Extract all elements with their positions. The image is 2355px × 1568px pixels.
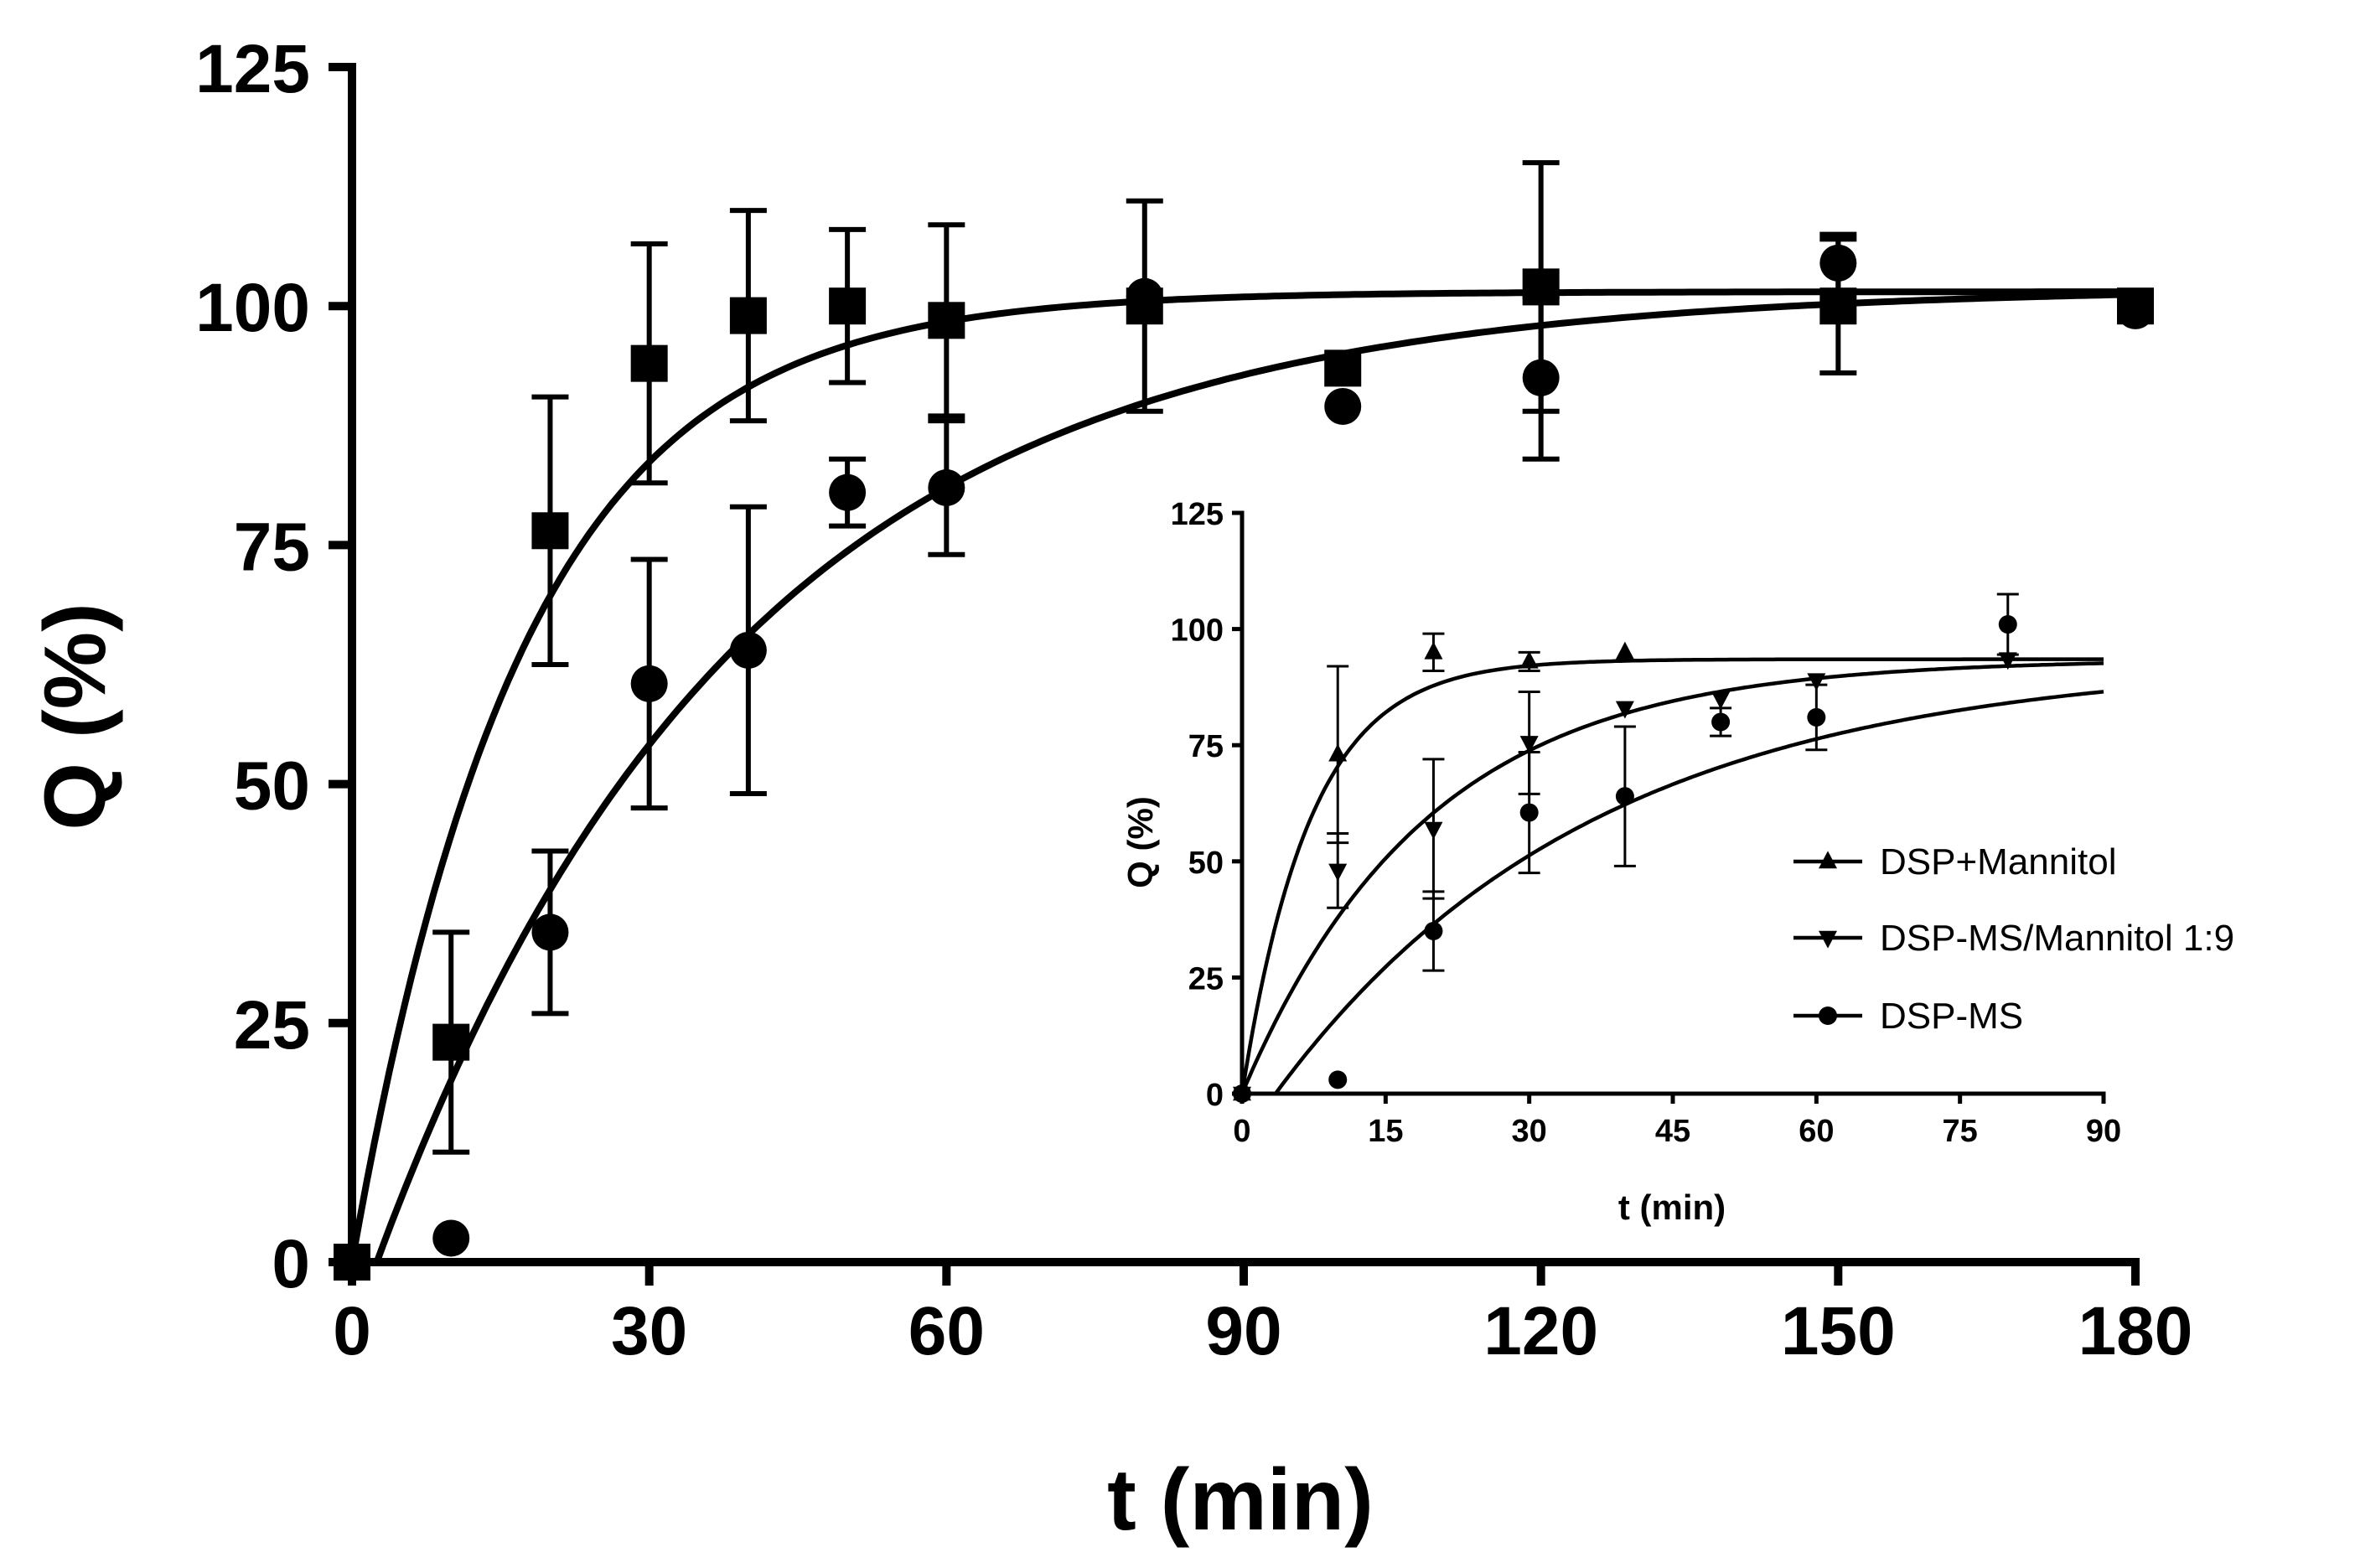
main-fit-line-circles (373, 291, 2136, 1264)
inset-y-tick-label: 125 (1171, 497, 1224, 532)
inset-x-tick-label: 60 (1799, 1114, 1834, 1149)
main-point-circles (729, 631, 767, 669)
inset-point-dsp-ms (1998, 615, 2017, 634)
inset-x-tick-label: 15 (1368, 1114, 1403, 1149)
main-x-tick-label: 60 (908, 1293, 985, 1369)
inset-fit-line-dsp-ms (1274, 690, 2104, 1095)
main-point-circles (2117, 292, 2154, 329)
main-point-squares (729, 297, 767, 334)
main-point-circles (531, 913, 569, 951)
legend-marker-dsp-ms-mannitol-1-9 (1819, 930, 1837, 949)
inset-y-tick-label: 0 (1206, 1078, 1224, 1113)
inset-point-dsp-ms (1519, 803, 1539, 822)
main-point-squares (531, 512, 569, 550)
main-x-tick-label: 0 (333, 1293, 371, 1369)
legend-marker-dsp-mannitol (1819, 851, 1837, 869)
inset-legend: DSP+Mannitol DSP-MS/Mannitol 1:9 DSP-MS (1793, 841, 2234, 1037)
inset-y-axis-label: Q (%) (1121, 796, 1160, 888)
inset-point-dsp-ms (1233, 1084, 1251, 1103)
inset-y-tick-label: 25 (1188, 961, 1224, 996)
inset-point-dsp-ms (1424, 921, 1443, 940)
main-point-circles (1819, 244, 1857, 282)
inset-point-dsp-ms (1615, 787, 1634, 806)
main-point-circles (1522, 359, 1560, 396)
inset-y-tick-label: 50 (1188, 846, 1224, 881)
main-y-axis-label: Q (%) (27, 603, 124, 831)
inset-point-dsp-ms-mannitol-1-9 (1519, 736, 1539, 754)
legend-label-dsp-ms-mannitol: DSP-MS/Mannitol 1:9 (1880, 918, 2234, 959)
inset-point-dsp-ms (1807, 707, 1826, 727)
main-point-squares (829, 287, 867, 325)
inset-x-tick-label: 0 (1233, 1114, 1250, 1149)
inset-point-dsp-mannitol (1615, 641, 1634, 660)
inset-fit-line-dsp-mannitol (1240, 657, 2104, 1094)
main-x-tick-label: 30 (611, 1293, 687, 1369)
main-point-circles (928, 468, 965, 506)
inset-x-tick-label: 90 (2086, 1114, 2121, 1149)
main-x-tick-label: 120 (1483, 1293, 1598, 1369)
inset-chart: Q (%) t (min) DSP+Mannitol DSP-MS/Mannit… (1121, 497, 2234, 1227)
main-chart: Q (%) t (min) 0 30 60 90 120 150 1800255075100… (27, 31, 2192, 1549)
legend-label-dsp-mannitol: DSP+Mannitol (1880, 841, 2116, 882)
main-x-tick-label: 90 (1205, 1293, 1281, 1369)
main-y-tick-label: 125 (195, 31, 310, 107)
legend-marker-dsp-ms (1819, 1007, 1837, 1025)
main-y-tick-label: 100 (195, 270, 310, 346)
inset-point-dsp-ms-mannitol-1-9 (1711, 691, 1731, 710)
inset-y-tick-label: 75 (1188, 729, 1224, 764)
main-x-tick-label: 180 (2078, 1293, 2193, 1369)
inset-point-dsp-mannitol (1328, 743, 1348, 762)
main-point-circles (829, 474, 867, 511)
inset-point-dsp-ms-mannitol-1-9 (1615, 701, 1634, 719)
inset-x-axis-label: t (min) (1618, 1188, 1726, 1227)
main-y-tick-label: 50 (234, 748, 310, 825)
main-y-tick-label: 0 (272, 1226, 310, 1302)
inset-x-tick-label: 75 (1943, 1114, 1978, 1149)
inset-point-dsp-ms-mannitol-1-9 (1807, 673, 1826, 691)
main-x-tick-label: 150 (1781, 1293, 1896, 1369)
inset-point-dsp-ms-mannitol-1-9 (1328, 863, 1348, 882)
main-x-axis-label: t (min) (1107, 1452, 1374, 1549)
inset-fit-line-dsp-ms-mannitol-1-9 (1240, 661, 2104, 1094)
inset-point-dsp-ms (1328, 1070, 1348, 1089)
main-point-circles (630, 665, 668, 702)
inset-point-dsp-ms-mannitol-1-9 (1424, 821, 1443, 840)
main-point-squares (928, 302, 965, 339)
inset-y-tick-label: 100 (1171, 613, 1224, 649)
main-point-circles (334, 1244, 370, 1281)
main-point-circles (1324, 387, 1362, 425)
main-y-tick-label: 75 (234, 509, 310, 585)
inset-x-tick-label: 30 (1512, 1114, 1547, 1149)
inset-point-dsp-mannitol (1424, 641, 1443, 660)
inset-point-dsp-ms (1711, 712, 1731, 732)
main-point-circles (1126, 277, 1163, 315)
legend-label-dsp-ms: DSP-MS (1880, 996, 2023, 1037)
main-point-circles (432, 1219, 470, 1257)
inset-point-dsp-ms-mannitol-1-9 (1998, 652, 2017, 670)
inset-x-tick-label: 45 (1655, 1114, 1690, 1149)
main-y-tick-label: 25 (234, 987, 310, 1063)
main-point-squares (630, 344, 668, 382)
inset-point-dsp-mannitol (1519, 650, 1539, 669)
